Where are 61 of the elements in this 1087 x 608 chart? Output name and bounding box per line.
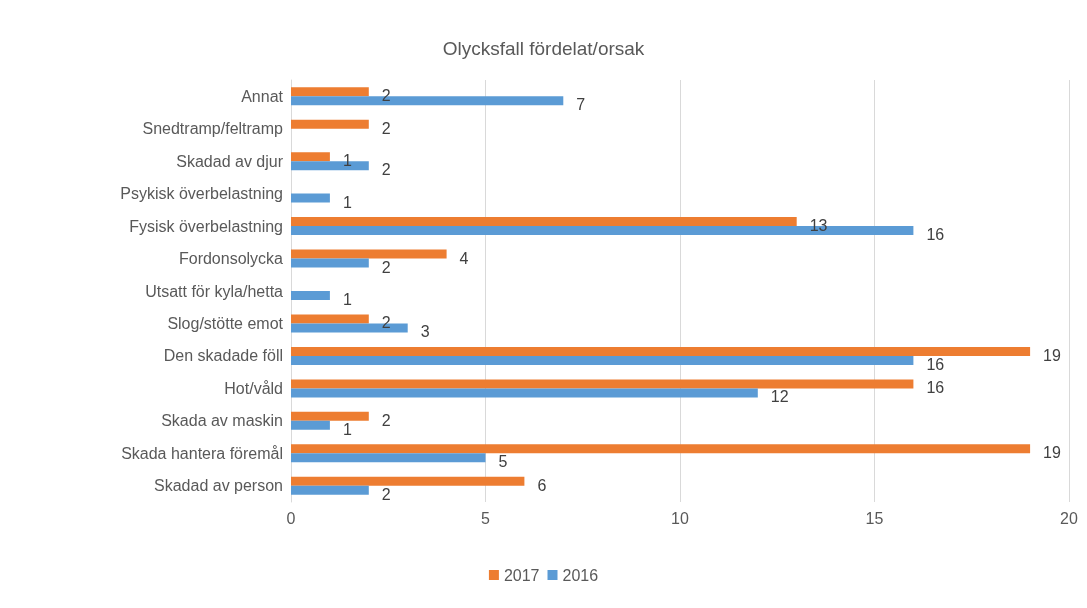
bar [291, 355, 914, 365]
x-tick-label: 20 [1060, 509, 1078, 527]
y-tick-label: Fordonsolycka [178, 250, 284, 268]
y-tick-label: Skadad av person [154, 477, 283, 495]
bar [291, 217, 797, 227]
data-label: 2 [381, 314, 391, 332]
data-label: 2 [381, 485, 391, 503]
data-label: 2 [381, 411, 391, 429]
data-label: 3 [420, 323, 430, 341]
y-tick-label: Annat [241, 87, 284, 105]
y-tick-label: Den skadade föll [163, 347, 283, 365]
data-label: 1 [342, 193, 352, 211]
legend-label: 2017 [503, 566, 540, 584]
data-label: 1 [342, 420, 352, 438]
data-label: 19 [1043, 444, 1061, 462]
bar [291, 379, 914, 389]
legend-label: 2016 [562, 566, 599, 584]
bar [291, 476, 525, 486]
y-tick-label: Fysisk överbelastning [129, 217, 283, 235]
data-label: 7 [576, 96, 586, 114]
x-tick-label: 5 [481, 509, 491, 527]
data-label: 1 [342, 291, 352, 308]
bar [291, 388, 758, 398]
data-label: 6 [537, 476, 547, 494]
bar [291, 258, 369, 268]
data-label: 13 [809, 217, 828, 235]
y-tick-label: Psykisk överbelastning [120, 185, 283, 203]
y-tick-label: Hot/våld [224, 379, 283, 397]
y-tick-label: Skada av maskin [161, 412, 283, 430]
bar [291, 291, 330, 300]
data-label: 5 [498, 453, 508, 471]
bar [291, 87, 369, 97]
data-label: 2 [381, 258, 391, 276]
x-tick-label: 15 [865, 509, 884, 527]
y-tick-label: Utsatt för kyla/hetta [145, 282, 284, 300]
bar [291, 193, 330, 203]
bar [291, 249, 447, 259]
bar [291, 314, 369, 324]
data-label: 19 [1043, 346, 1061, 364]
data-label: 16 [926, 355, 945, 373]
bar [291, 411, 369, 421]
bar [291, 485, 369, 495]
y-tick-label: Skadad av djur [176, 152, 284, 170]
x-tick-label: 0 [286, 509, 296, 527]
data-label: 16 [926, 226, 945, 244]
bar [291, 420, 330, 430]
data-label: 4 [459, 249, 469, 267]
bar [291, 453, 486, 463]
data-label: 12 [770, 388, 789, 406]
chart-title: Olycksfall fördelat/orsak [442, 38, 645, 59]
bar [291, 152, 330, 162]
x-tick-label: 10 [671, 509, 689, 527]
data-label: 16 [926, 379, 945, 397]
bar [291, 444, 1031, 454]
y-tick-label: Slog/stötte emot [167, 314, 284, 332]
y-tick-label: Skada hantera föremål [121, 444, 283, 462]
data-label: 2 [381, 119, 391, 137]
bar [291, 119, 369, 129]
y-tick-label: Snedtramp/feltramp [142, 120, 284, 138]
bar [291, 346, 1031, 356]
data-label: 2 [381, 161, 391, 179]
